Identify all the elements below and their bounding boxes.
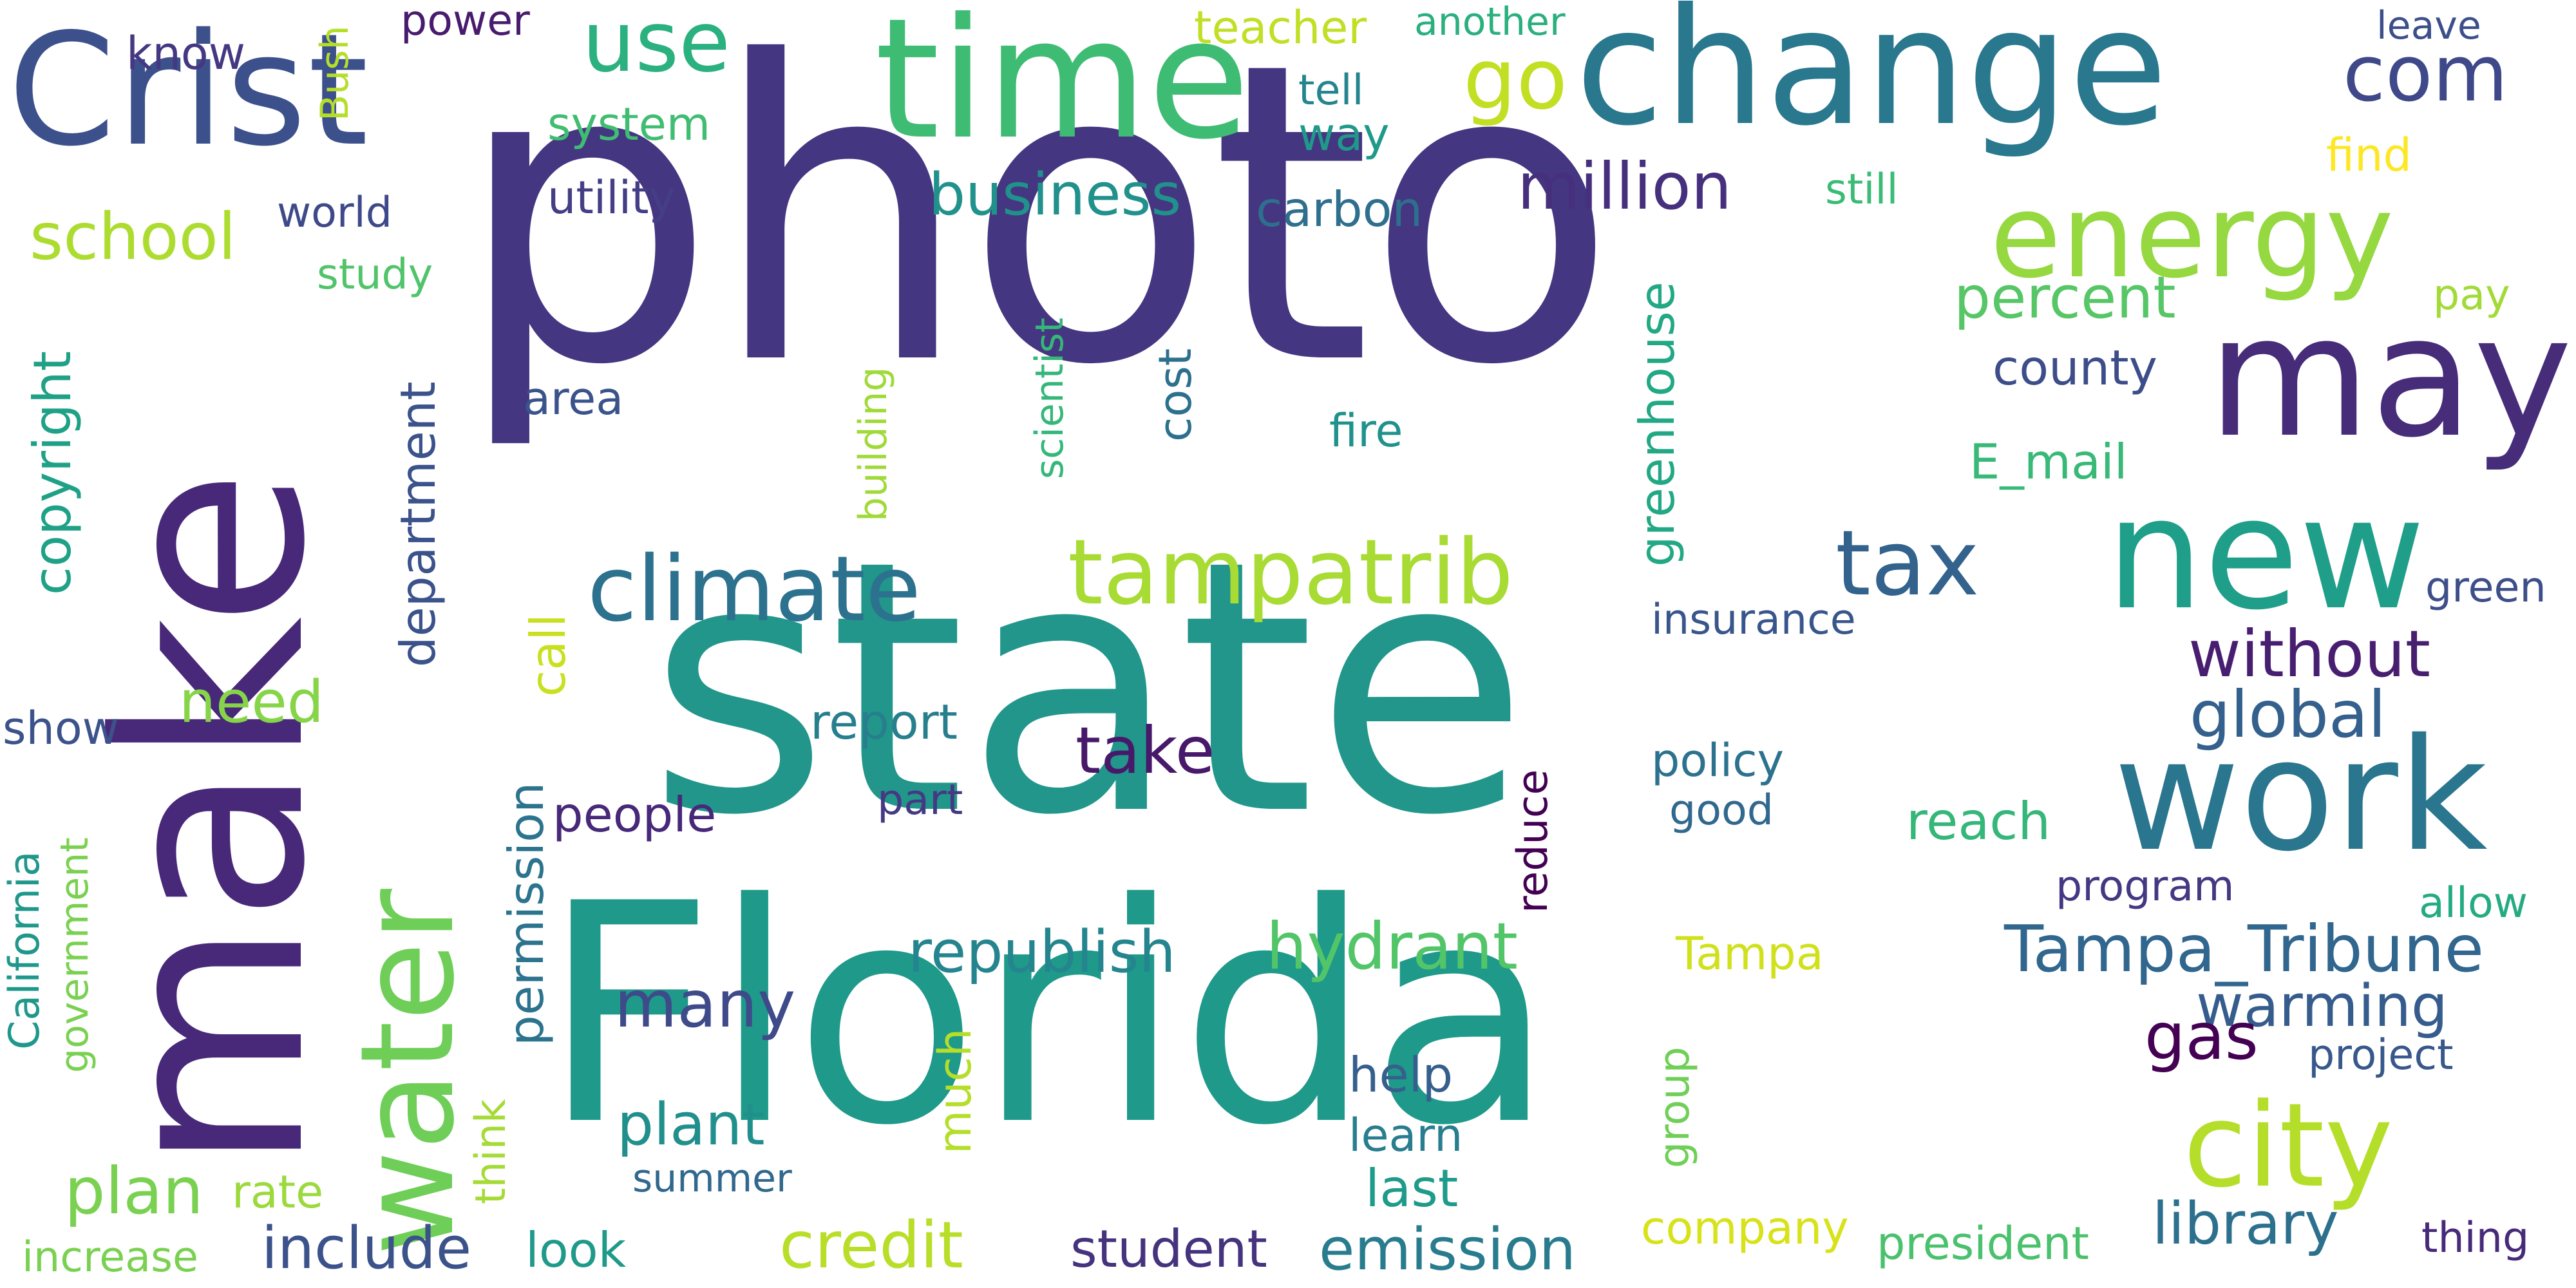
word-department: department xyxy=(390,381,446,667)
word-good: good xyxy=(1669,786,1774,835)
word-carbon: carbon xyxy=(1256,181,1423,238)
word-building: building xyxy=(851,366,896,522)
word-tampa-tribune: Tampa_Tribune xyxy=(2004,911,2485,987)
word-group: group xyxy=(1651,1046,1699,1168)
word-million: million xyxy=(1517,149,1732,224)
word-percent: percent xyxy=(1954,264,2176,332)
word-e-mail: E_mail xyxy=(1969,433,2128,490)
word-last: last xyxy=(1365,1159,1459,1218)
word-help: help xyxy=(1349,1046,1454,1103)
word-student: student xyxy=(1070,1219,1267,1279)
word-summer: summer xyxy=(632,1156,792,1201)
word-pay: pay xyxy=(2433,271,2510,319)
word-scientist: scientist xyxy=(1027,317,1072,479)
word-without: without xyxy=(2188,616,2430,692)
word-make: make xyxy=(62,469,362,1172)
word-power: power xyxy=(401,0,530,45)
word-water: water xyxy=(333,889,483,1256)
word-show: show xyxy=(3,702,119,755)
word-company: company xyxy=(1641,1202,1849,1255)
word-call: call xyxy=(520,614,576,697)
word-copyright: copyright xyxy=(23,350,82,595)
word-think: think xyxy=(467,1099,515,1204)
word-tell: tell xyxy=(1298,66,1364,115)
word-people: people xyxy=(553,786,717,843)
word-library: library xyxy=(2152,1190,2339,1258)
word-use: use xyxy=(582,0,731,91)
word-city: city xyxy=(2183,1079,2394,1213)
word-energy: energy xyxy=(1990,169,2394,304)
word-business: business xyxy=(929,161,1182,229)
word-way: way xyxy=(1298,108,1390,161)
word-include: include xyxy=(261,1215,472,1282)
word-program: program xyxy=(2056,862,2235,911)
word-policy: policy xyxy=(1651,734,1785,787)
word-bush: Bush xyxy=(312,25,357,121)
word-credit: credit xyxy=(779,1208,963,1283)
word-reduce: reduce xyxy=(1509,769,1557,913)
word-plan: plan xyxy=(64,1153,204,1229)
word-new: new xyxy=(2106,464,2426,644)
word-need: need xyxy=(179,668,324,736)
word-california: California xyxy=(1,851,49,1050)
word-another: another xyxy=(1414,0,1566,44)
word-reach: reach xyxy=(1906,791,2051,851)
word-com: com xyxy=(2343,30,2508,119)
word-project: project xyxy=(2308,1031,2454,1079)
word-fire: fire xyxy=(1329,404,1403,457)
word-take: take xyxy=(1075,713,1215,788)
word-may: may xyxy=(2208,280,2573,475)
word-crist: Crist xyxy=(8,0,370,180)
word-florida: Florida xyxy=(541,839,1555,1191)
word-much: much xyxy=(929,1028,981,1154)
word-time: time xyxy=(875,0,1250,176)
word-permission: permission xyxy=(498,782,554,1046)
word-allow: allow xyxy=(2419,879,2528,927)
word-republish: republish xyxy=(908,918,1176,986)
word-study: study xyxy=(317,251,433,299)
word-cost: cost xyxy=(1149,348,1202,442)
word-climate: climate xyxy=(587,537,921,642)
word-learn: learn xyxy=(1349,1109,1463,1162)
word-world: world xyxy=(277,189,392,237)
word-report: report xyxy=(810,694,958,750)
word-insurance: insurance xyxy=(1651,596,1856,644)
word-tax: tax xyxy=(1835,511,1980,616)
word-government: government xyxy=(52,837,97,1073)
word-go: go xyxy=(1463,30,1568,128)
word-utility: utility xyxy=(547,171,676,224)
word-area: area xyxy=(523,372,624,425)
word-president: president xyxy=(1877,1217,2089,1270)
word-part: part xyxy=(877,776,963,824)
word-tampatrib: tampatrib xyxy=(1068,520,1513,625)
word-look: look xyxy=(526,1222,627,1278)
word-system: system xyxy=(547,98,711,151)
word-many: many xyxy=(614,967,796,1042)
word-teacher: teacher xyxy=(1194,1,1367,54)
word-tampa: Tampa xyxy=(1676,927,1824,980)
word-green: green xyxy=(2425,564,2546,612)
word-school: school xyxy=(30,199,236,274)
word-emission: emission xyxy=(1319,1216,1576,1283)
word-know: know xyxy=(126,27,245,80)
word-warming: warming xyxy=(2196,972,2448,1040)
word-gas: gas xyxy=(2145,999,2259,1074)
word-find: find xyxy=(2326,129,2412,182)
word-hydrant: hydrant xyxy=(1266,909,1519,984)
word-still: still xyxy=(1825,166,1899,214)
word-thing: thing xyxy=(2421,1214,2530,1262)
word-county: county xyxy=(1993,339,2157,396)
word-increase: increase xyxy=(22,1233,198,1282)
word-rate: rate xyxy=(232,1166,324,1218)
word-greenhouse: greenhouse xyxy=(1629,281,1685,567)
word-plant: plant xyxy=(617,1091,765,1159)
word-work: work xyxy=(2114,705,2488,886)
word-state: state xyxy=(648,487,1529,891)
word-change: change xyxy=(1575,0,2168,161)
word-photo: photo xyxy=(455,0,1618,455)
word-global: global xyxy=(2190,677,2386,752)
word-leave: leave xyxy=(2376,3,2481,48)
